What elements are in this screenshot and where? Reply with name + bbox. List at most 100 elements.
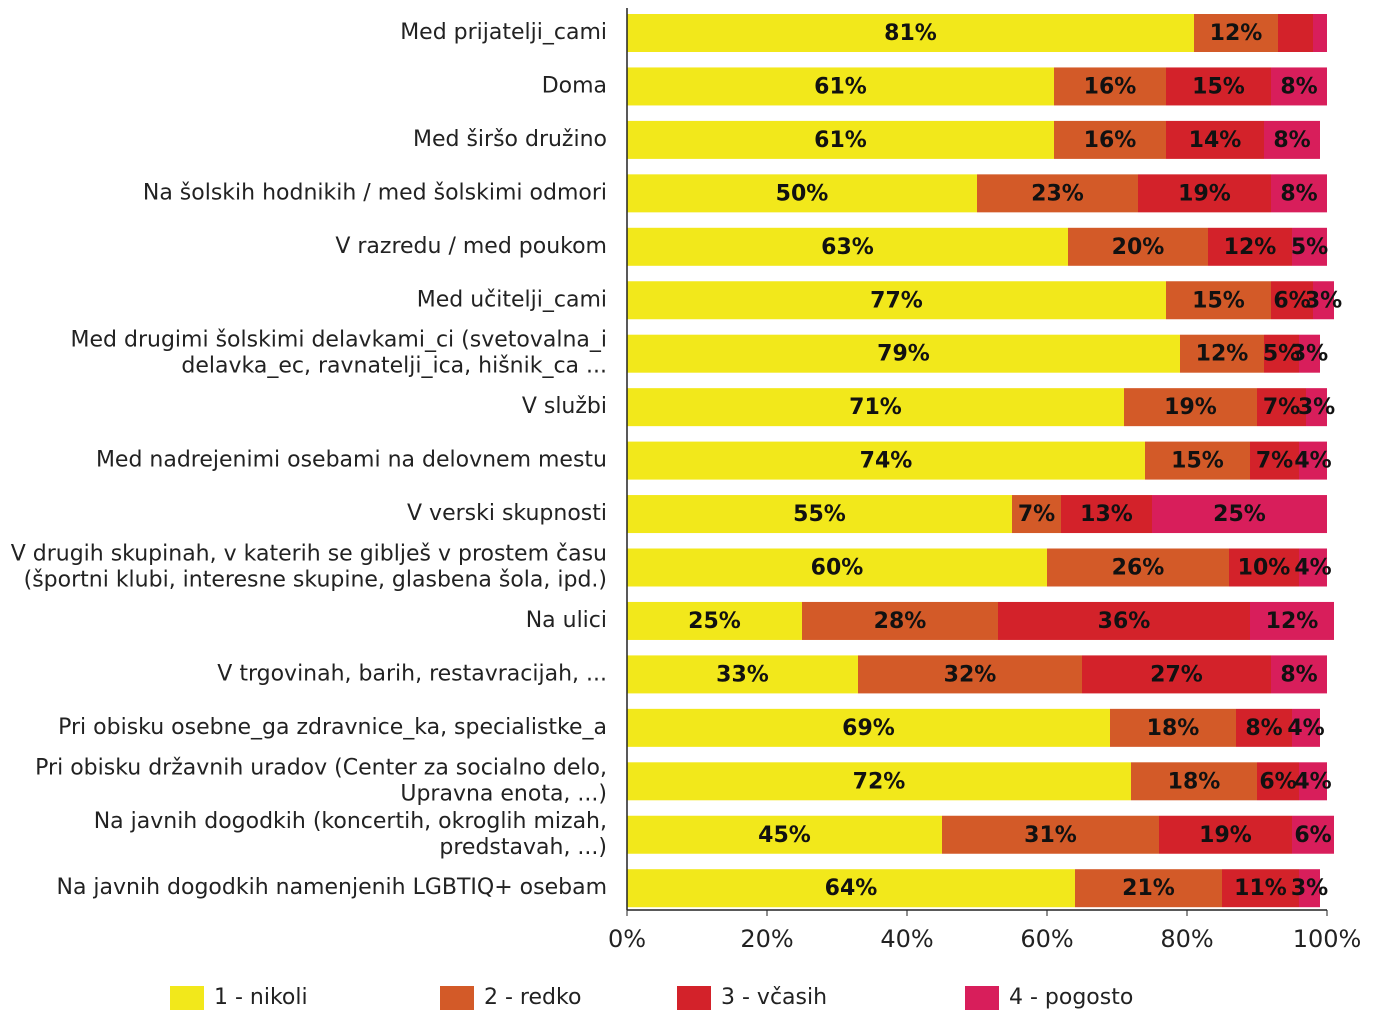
bar-segment: [1145, 441, 1250, 480]
x-tick-label: 60%: [1020, 925, 1073, 953]
bar-segment: [1278, 14, 1313, 52]
bar-segment: [1194, 14, 1278, 52]
bar-segment: [998, 601, 1250, 640]
value-label: 15%: [1192, 288, 1245, 313]
bar-segment: [1299, 762, 1327, 801]
value-label: 77%: [870, 288, 923, 313]
bar-segment: [1236, 708, 1292, 747]
value-label: 81%: [884, 21, 937, 46]
value-label: 5%: [1291, 235, 1328, 260]
value-label: 7%: [1256, 449, 1293, 474]
value-label: 19%: [1199, 823, 1252, 848]
x-tick-label: 100%: [1293, 925, 1362, 953]
bar-segment: [1292, 815, 1334, 854]
value-label: 13%: [1080, 502, 1133, 527]
bar-segment: [1054, 120, 1166, 159]
x-tick-label: 20%: [740, 925, 793, 953]
legend-label: 2 - redko: [484, 985, 581, 1010]
bar-segment: [1292, 708, 1320, 747]
bar-segment: [1159, 815, 1292, 854]
category-label: Med učitelji_cami: [417, 287, 607, 312]
bar-segment: [1208, 227, 1292, 266]
value-label: 15%: [1171, 449, 1224, 474]
bar-segment: [627, 67, 1054, 106]
category-label: Med prijatelji_cami: [400, 20, 607, 45]
value-label: 12%: [1210, 21, 1263, 46]
bar-segment: [1271, 655, 1327, 694]
category-label: Pri obisku osebne_ga zdravnice_ka, speci…: [58, 715, 607, 740]
category-label: Na javnih dogodkih (koncertih, okroglih …: [94, 809, 607, 860]
value-label: 6%: [1259, 769, 1296, 794]
bar-segment: [1124, 388, 1257, 427]
bar-segment: [1313, 14, 1327, 52]
bar-segment: [1271, 174, 1327, 213]
value-label: 3%: [1291, 876, 1328, 901]
bar-segment: [627, 815, 942, 854]
bar-segment: [627, 441, 1145, 480]
bar-segment: [1299, 334, 1320, 373]
bar-segment: [802, 601, 998, 640]
bar-segment: [1229, 548, 1299, 587]
x-tick-label: 80%: [1160, 925, 1213, 953]
value-label: 72%: [853, 769, 906, 794]
bar-segment: [627, 227, 1068, 266]
value-label: 5%: [1263, 342, 1300, 367]
category-label: Doma: [542, 73, 607, 98]
value-label: 12%: [1266, 609, 1319, 634]
bar-segment: [1299, 869, 1320, 908]
bar-segment: [627, 762, 1131, 801]
bar-segment: [627, 495, 1012, 534]
bar-segment: [1075, 869, 1222, 908]
value-label: 19%: [1164, 395, 1217, 420]
legend-swatch: [677, 986, 711, 1010]
value-label: 20%: [1112, 235, 1165, 260]
value-label: 45%: [758, 823, 811, 848]
value-label: 79%: [877, 342, 930, 367]
value-label: 4%: [1294, 769, 1331, 794]
category-label: V trgovinah, barih, restavracijah, ...: [217, 661, 607, 686]
value-label: 4%: [1294, 449, 1331, 474]
value-label: 6%: [1273, 288, 1310, 313]
bar-segment: [1082, 655, 1271, 694]
category-label: Med drugimi šolskimi delavkami_ci (sveto…: [71, 328, 607, 379]
bar-segment: [1299, 548, 1327, 587]
value-label: 3%: [1298, 395, 1335, 420]
bar-segment: [1292, 227, 1327, 266]
value-label: 26%: [1112, 556, 1165, 581]
bar-segment: [627, 601, 802, 640]
bar-segment: [1180, 334, 1264, 373]
value-label: 36%: [1098, 609, 1151, 634]
value-label: 12%: [1224, 235, 1277, 260]
bar-segment: [627, 174, 977, 213]
value-label: 4%: [1294, 556, 1331, 581]
value-label: 7%: [1263, 395, 1300, 420]
legend-swatch: [440, 986, 474, 1010]
value-label: 32%: [944, 662, 997, 687]
legend-swatch: [170, 986, 204, 1010]
value-label: 16%: [1084, 74, 1137, 99]
bar-segment: [627, 388, 1124, 427]
value-label: 19%: [1178, 181, 1231, 206]
category-label: Na ulici: [526, 608, 607, 633]
bar-segment: [1299, 441, 1327, 480]
value-label: 8%: [1280, 181, 1317, 206]
value-label: 33%: [716, 662, 769, 687]
bar-segment: [858, 655, 1082, 694]
value-label: 64%: [825, 876, 878, 901]
bar-segment: [1166, 281, 1271, 320]
category-label: V službi: [522, 394, 607, 419]
category-label: Med širšo družino: [413, 127, 607, 152]
value-label: 8%: [1280, 74, 1317, 99]
value-label: 50%: [776, 181, 829, 206]
value-label: 21%: [1122, 876, 1175, 901]
value-label: 12%: [1196, 342, 1249, 367]
category-label: V verski skupnosti: [407, 501, 607, 526]
bar-segment: [1313, 281, 1334, 320]
value-label: 71%: [849, 395, 902, 420]
value-label: 69%: [842, 716, 895, 741]
value-label: 14%: [1189, 128, 1242, 153]
value-label: 10%: [1238, 556, 1291, 581]
value-label: 7%: [1018, 502, 1055, 527]
value-label: 6%: [1294, 823, 1331, 848]
